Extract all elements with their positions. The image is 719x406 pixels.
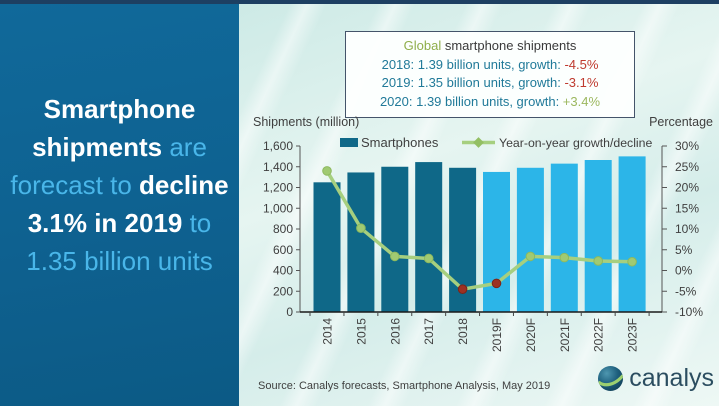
x-label-2015: 2015 [354, 318, 368, 345]
left-axis [296, 145, 301, 313]
info-box-title-segment: Global [403, 38, 445, 53]
growth-value: -4.5% [564, 56, 599, 72]
right-axis-tick-label: 30% [675, 139, 699, 153]
headline-segment: to [182, 208, 212, 238]
bar-2016 [381, 166, 409, 312]
growth-point-2017 [423, 253, 434, 264]
bar-2020F [516, 167, 544, 312]
growth-point-2021F [559, 252, 570, 263]
left-axis-tick-label: 600 [273, 243, 293, 257]
headline-segment: Smartphone shipments [32, 94, 196, 162]
bar-2019F [483, 171, 510, 312]
info-box-title-segment: smartphone shipments [444, 38, 577, 53]
x-label-2021F: 2021F [558, 318, 572, 352]
bar-2017 [415, 162, 443, 312]
left-axis-tick-label: 1,600 [263, 139, 293, 153]
growth-markers [322, 166, 637, 294]
growth-point-2016 [390, 251, 400, 262]
growth-value: -3.1% [564, 75, 599, 90]
headline-panel: Smartphone shipments are forecast to dec… [0, 4, 239, 406]
x-label-2019F: 2019F [490, 318, 504, 352]
x-label-2020F: 2020F [524, 318, 538, 352]
info-box: Global smartphone shipments 2018: 1.39 bi… [345, 31, 635, 118]
growth-point-2019F [491, 278, 502, 289]
bar-2021F [550, 163, 578, 312]
chart-panel: Global smartphone shipments 2018: 1.39 bi… [239, 4, 719, 406]
bar-2022F [584, 160, 612, 312]
info-box-line: 2019: 1.35 billion units, growth: -3.1% [346, 74, 634, 93]
left-axis-tick-label: 0 [286, 305, 293, 319]
growth-value: +3.4% [562, 93, 601, 109]
right-axis-tick-label: 25% [675, 160, 699, 174]
source-note: Source: Canalys forecasts, Smartphone An… [258, 380, 551, 392]
headline-text: Smartphone shipments are forecast to dec… [10, 90, 229, 280]
info-box-line: 2020: 1.39 billion units, growth: +3.4% [346, 93, 634, 112]
left-axis-tick-label: 1,400 [263, 160, 293, 174]
info-box-line: 2018: 1.39 billion units, growth: -4.5% [346, 56, 634, 75]
top-accent-bar [0, 0, 719, 4]
bar-2015 [347, 172, 375, 312]
growth-point-2022F [593, 256, 604, 266]
x-label-2022F: 2022F [592, 318, 606, 352]
canalys-globe-icon [598, 366, 624, 391]
x-axis-labels: 2014 2015 2016 2017 2018 2019F 2020F 2021F 2022F… [321, 318, 640, 352]
right-axis-tick-label: 20% [675, 181, 699, 195]
right-axis-title: Percentage [649, 115, 713, 129]
info-box-title: Global smartphone shipments [346, 37, 634, 56]
legend-label-smartphones: Smartphones [361, 135, 439, 150]
left-axis-tick-label: 1,000 [263, 201, 293, 215]
right-axis-tick-label: 10% [675, 222, 699, 236]
left-axis-title: Shipments (million) [253, 115, 359, 129]
headline-segment: 1.35 billion units [26, 246, 213, 276]
legend-bar-swatch [340, 138, 358, 147]
x-label-2014: 2014 [321, 318, 335, 345]
canalys-logo: canalys [597, 365, 714, 392]
info-box-line-text: 2018: 1.39 billion units, growth: [381, 56, 565, 72]
headline-segment: decline 3.1% in 2019 [27, 170, 229, 238]
left-axis-tick-label: 1,200 [263, 181, 293, 195]
bar-2014 [313, 182, 341, 312]
growth-line [325, 169, 634, 291]
info-box-line-text: 2019: 1.35 billion units, growth: [381, 75, 565, 90]
x-label-2016: 2016 [388, 318, 402, 345]
x-label-2017: 2017 [422, 318, 436, 345]
left-axis-tick-label: 400 [273, 264, 293, 278]
left-axis-tick-label: 800 [273, 222, 293, 236]
growth-point-2020F [525, 251, 536, 262]
growth-point-2015 [356, 223, 366, 233]
x-label-2018: 2018 [456, 318, 470, 345]
growth-point-2023F [627, 256, 637, 267]
growth-point-2018 [457, 284, 468, 294]
canalys-wordmark: canalys [629, 364, 714, 392]
right-axis-tick-label: 5% [675, 243, 693, 257]
shipments-chart: Shipments (million) Percentage 0 200 400 600 8… [253, 115, 713, 352]
headline-segment: are forecast to [10, 132, 207, 200]
legend-label-growth: Year-on-year growth/decline [499, 136, 653, 150]
bar-2023F [618, 156, 646, 312]
left-axis-tick-label: 200 [273, 284, 293, 298]
smartphone-bars [313, 156, 646, 312]
right-axis-tick-label: -10% [675, 305, 703, 319]
x-axis-ticks [309, 312, 650, 316]
right-axis-tick-label: -5% [675, 284, 697, 298]
legend-line-marker [473, 137, 484, 148]
right-axis-tick-label: 0% [675, 264, 693, 278]
x-label-2023F: 2023F [626, 318, 640, 352]
right-axis-tick-label: 15% [675, 201, 699, 215]
info-box-line-text: 2020: 1.39 billion units, growth: [379, 93, 563, 109]
growth-point-2014 [322, 166, 332, 176]
right-axis [661, 145, 667, 313]
